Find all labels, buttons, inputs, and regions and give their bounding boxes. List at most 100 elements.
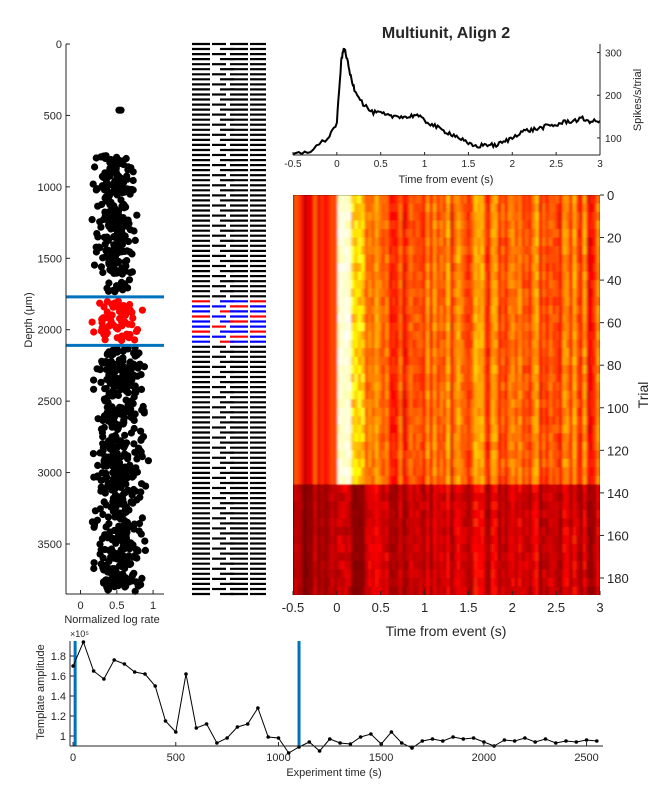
- heatmap-cell: [303, 212, 307, 221]
- heatmap-cell: [549, 510, 553, 519]
- heatmap-cell: [457, 204, 461, 213]
- heatmap-cell: [440, 510, 444, 519]
- heatmap-cell: [433, 425, 437, 434]
- heatmap-cell: [566, 357, 570, 366]
- heatmap-cell: [419, 374, 423, 383]
- heatmap-cell: [433, 518, 437, 527]
- heatmap-cell: [535, 204, 539, 213]
- unit-point: [90, 565, 97, 572]
- heatmap-cell: [443, 314, 447, 323]
- heatmap-cell: [552, 493, 556, 502]
- heatmap-cell: [566, 280, 570, 289]
- heatmap-cell: [583, 238, 587, 247]
- heatmap-cell: [334, 263, 338, 272]
- heatmap-cell: [426, 425, 430, 434]
- heatmap-cell: [300, 289, 304, 298]
- heatmap-cell: [590, 459, 594, 468]
- heatmap-cell: [416, 450, 420, 459]
- heatmap-cell: [351, 365, 355, 374]
- heatmap-cell: [487, 229, 491, 238]
- heatmap-cell: [566, 221, 570, 230]
- heatmap-cell: [382, 459, 386, 468]
- heatmap-cell: [474, 314, 478, 323]
- heatmap-cell: [385, 340, 389, 349]
- heatmap-cell: [539, 289, 543, 298]
- heatmap-cell: [300, 501, 304, 510]
- heatmap-cell: [525, 382, 529, 391]
- heatmap-cell: [569, 476, 573, 485]
- unit-point: [120, 201, 127, 208]
- heatmap-cell: [371, 263, 375, 272]
- heatmap-cell: [566, 323, 570, 332]
- heatmap-cell: [494, 246, 498, 255]
- heatmap-cell: [375, 391, 379, 400]
- heatmap-cell: [337, 340, 341, 349]
- heatmap-cell: [569, 221, 573, 230]
- heatmap-cell: [416, 425, 420, 434]
- heatmap-cell: [498, 459, 502, 468]
- heatmap-cell: [535, 399, 539, 408]
- heatmap-cell: [303, 255, 307, 264]
- heatmap-cell: [542, 263, 546, 272]
- heatmap-cell: [423, 340, 427, 349]
- heatmap-cell: [559, 374, 563, 383]
- heatmap-cell: [453, 527, 457, 536]
- heatmap-cell: [590, 374, 594, 383]
- heatmap-cell: [371, 501, 375, 510]
- heatmap-cell: [429, 340, 433, 349]
- heatmap-cell: [419, 221, 423, 230]
- heatmap-cell: [559, 357, 563, 366]
- heatmap-cell: [406, 255, 410, 264]
- heatmap-cell: [426, 416, 430, 425]
- heatmap-cell: [327, 263, 331, 272]
- heatmap-cell: [402, 323, 406, 332]
- heatmap-cell: [484, 195, 488, 204]
- heatmap-cell: [508, 238, 512, 247]
- heatmap-cell: [566, 204, 570, 213]
- heatmap-cell: [504, 229, 508, 238]
- heatmap-cell: [569, 433, 573, 442]
- heatmap-cell: [494, 467, 498, 476]
- heatmap-cell: [566, 493, 570, 502]
- heatmap-cell: [409, 340, 413, 349]
- heatmap-cell: [498, 518, 502, 527]
- heatmap-cell: [395, 416, 399, 425]
- heatmap-cell: [371, 246, 375, 255]
- heatmap-cell: [368, 425, 372, 434]
- heatmap-cell: [453, 238, 457, 247]
- heatmap-cell: [327, 442, 331, 451]
- heatmap-cell: [368, 306, 372, 315]
- heatmap-cell: [337, 399, 341, 408]
- heatmap-cell: [426, 442, 430, 451]
- heatmap-cell: [532, 382, 536, 391]
- heatmap-cell: [487, 331, 491, 340]
- heatmap-cell: [419, 297, 423, 306]
- heatmap-cell: [539, 476, 543, 485]
- heatmap-cell: [341, 476, 345, 485]
- heatmap-cell: [317, 425, 321, 434]
- heatmap-cell: [562, 493, 566, 502]
- heatmap-cell: [371, 212, 375, 221]
- heatmap-cell: [559, 391, 563, 400]
- unit-point: [99, 433, 106, 440]
- heatmap-cell: [457, 289, 461, 298]
- heatmap-cell: [395, 323, 399, 332]
- heatmap-cell: [498, 246, 502, 255]
- heatmap-cell: [416, 340, 420, 349]
- heatmap-cell: [590, 212, 594, 221]
- heatmap-cell: [399, 365, 403, 374]
- heatmap-cell: [436, 493, 440, 502]
- heatmap-cell: [402, 238, 406, 247]
- heatmap-cell: [412, 442, 416, 451]
- heatmap-cell: [539, 518, 543, 527]
- heatmap-cell: [525, 365, 529, 374]
- unit-point: [138, 448, 145, 455]
- unit-point: [94, 203, 101, 210]
- heatmap-cell: [501, 280, 505, 289]
- heatmap-cell: [552, 255, 556, 264]
- heatmap-cell: [491, 348, 495, 357]
- heatmap-cell: [474, 510, 478, 519]
- heatmap-cell: [419, 416, 423, 425]
- heatmap-cell: [375, 365, 379, 374]
- heatmap-cell: [545, 195, 549, 204]
